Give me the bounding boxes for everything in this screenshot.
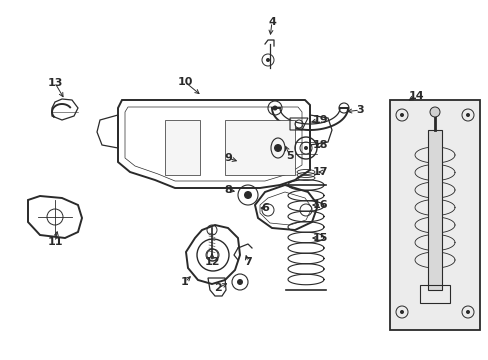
Text: 16: 16 [311, 200, 327, 210]
Text: 13: 13 [47, 78, 62, 88]
Text: 19: 19 [311, 115, 327, 125]
Circle shape [399, 113, 403, 117]
Circle shape [304, 146, 307, 150]
Text: 1: 1 [181, 277, 188, 287]
Text: 7: 7 [244, 257, 251, 267]
Polygon shape [164, 120, 200, 175]
Text: 5: 5 [285, 151, 293, 161]
Bar [419, 285, 449, 303]
Text: 14: 14 [407, 91, 423, 101]
Circle shape [265, 58, 269, 62]
Text: 9: 9 [224, 153, 231, 163]
Circle shape [465, 113, 469, 117]
Polygon shape [224, 120, 294, 175]
Circle shape [429, 107, 439, 117]
Circle shape [272, 105, 277, 111]
Text: 3: 3 [355, 105, 363, 115]
Bar [389, 100, 479, 330]
Text: 6: 6 [261, 203, 268, 213]
Text: 15: 15 [312, 233, 327, 243]
Text: 18: 18 [312, 140, 327, 150]
Text: 10: 10 [177, 77, 192, 87]
Circle shape [273, 144, 282, 152]
Text: 11: 11 [47, 237, 62, 247]
Circle shape [465, 310, 469, 314]
Text: 8: 8 [224, 185, 231, 195]
Text: 2: 2 [214, 283, 222, 293]
Text: 17: 17 [312, 167, 327, 177]
Text: 12: 12 [204, 257, 219, 267]
Circle shape [399, 310, 403, 314]
Text: 4: 4 [267, 17, 275, 27]
Circle shape [244, 191, 251, 199]
Bar [427, 130, 441, 290]
Circle shape [237, 279, 243, 285]
